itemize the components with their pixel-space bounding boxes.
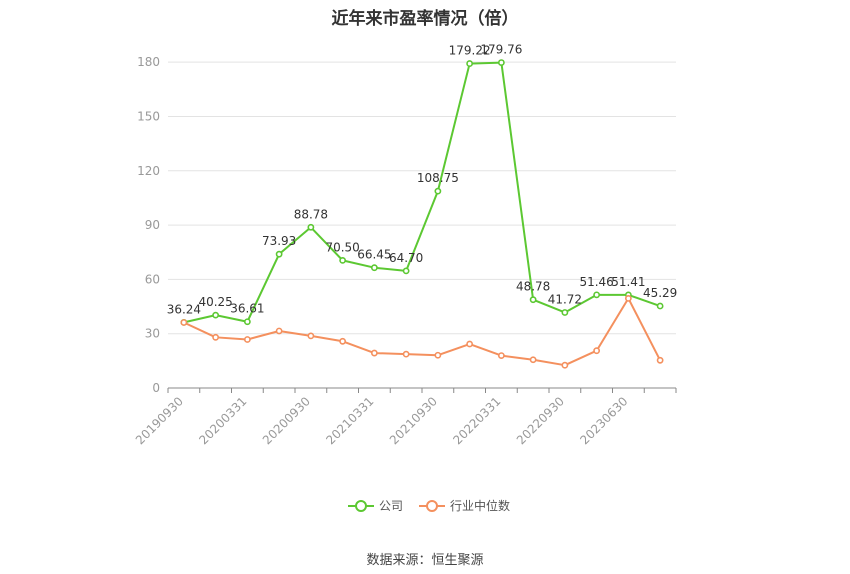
y-tick-label: 30: [145, 327, 160, 341]
x-tick-label: 20220930: [514, 394, 567, 447]
point-company: [275, 250, 283, 258]
x-tick-label: 20200331: [196, 394, 249, 447]
point-company: [497, 59, 505, 66]
data-label-company: 51.46: [579, 275, 613, 289]
point-industry: [307, 332, 315, 340]
y-tick-label: 90: [145, 218, 160, 232]
data-source-note: 数据来源：恒生聚源: [366, 553, 484, 568]
point-company: [434, 187, 442, 195]
x-tick-label: 20190930: [133, 394, 186, 447]
x-tick-label: 20210331: [323, 394, 376, 447]
point-company: [466, 60, 474, 67]
point-industry: [402, 350, 410, 358]
legend-item-industry[interactable]: 行业中位数: [419, 497, 510, 514]
series-line-industry: [183, 297, 662, 367]
point-industry: [624, 294, 632, 302]
data-label-company: 51.41: [611, 275, 645, 289]
point-company: [561, 309, 569, 316]
point-company: [529, 296, 537, 304]
point-industry: [180, 319, 188, 326]
legend-item-company[interactable]: 公司: [348, 497, 403, 514]
data-label-company: 45.29: [643, 286, 677, 300]
legend: 公司 行业中位数: [348, 497, 526, 514]
x-tick-label: 20230630: [577, 394, 630, 447]
grid-lines: [168, 61, 676, 335]
data-label-company: 36.61: [230, 302, 264, 316]
point-industry: [656, 356, 664, 364]
legend-company-label: 公司: [379, 499, 404, 513]
point-industry: [434, 351, 442, 359]
point-industry: [466, 340, 474, 348]
x-tick-label: 20210930: [387, 394, 440, 447]
data-label-company: 179.76: [480, 43, 522, 57]
x-axis: 20190930 20200331 20200930 20210331 20210930…: [133, 387, 677, 447]
point-industry: [275, 327, 283, 335]
point-company: [243, 318, 251, 326]
point-company: [212, 311, 220, 319]
point-company: [593, 291, 601, 299]
point-company: [307, 223, 315, 231]
point-industry: [561, 361, 569, 369]
data-label-company: 73.93: [262, 234, 296, 248]
chart-title: 近年来市盈率情况（倍）: [331, 9, 519, 29]
point-industry: [497, 352, 505, 359]
data-label-company: 40.25: [198, 295, 232, 309]
point-company: [656, 302, 664, 310]
data-label-company: 70.50: [325, 240, 359, 254]
data-label-company: 88.78: [294, 207, 328, 221]
point-industry: [339, 337, 347, 345]
point-industry: [370, 349, 378, 357]
data-label-company: 179.22: [449, 44, 491, 58]
point-industry: [593, 347, 601, 355]
x-tick-label: 20220331: [450, 394, 503, 447]
y-tick-label: 60: [145, 272, 160, 286]
legend-industry-marker: [419, 499, 446, 512]
series-line-company: [183, 61, 661, 324]
series-points: [180, 59, 664, 369]
y-tick-label: 180: [137, 55, 160, 69]
point-industry: [243, 336, 251, 343]
x-tick-label: 20200930: [260, 394, 313, 447]
series-lines: [183, 61, 662, 367]
data-label-company: 36.24: [167, 302, 201, 316]
data-label-company: 64.70: [389, 251, 423, 265]
y-tick-label: 120: [137, 164, 160, 178]
data-label-company: 48.78: [516, 280, 550, 294]
point-industry: [212, 333, 220, 341]
legend-industry-label: 行业中位数: [450, 499, 511, 513]
data-label-company: 108.75: [417, 171, 459, 185]
data-label-company: 41.72: [548, 292, 582, 306]
y-axis-ticks: 0 30 60 90 120 150 180: [137, 55, 160, 395]
point-industry: [529, 356, 537, 364]
y-tick-label: 150: [137, 109, 160, 123]
legend-company-marker: [348, 499, 374, 512]
y-tick-label: 0: [152, 381, 160, 395]
point-company: [339, 256, 347, 264]
data-label-company: 66.45: [357, 248, 391, 262]
point-company: [370, 264, 378, 272]
point-company: [402, 267, 410, 275]
